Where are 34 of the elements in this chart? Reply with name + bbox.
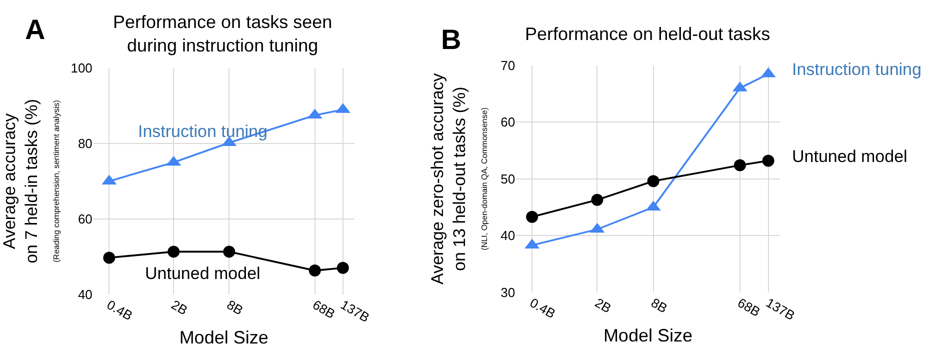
x-tick-label: 2B — [168, 297, 190, 318]
y-tick-label: 60 — [78, 211, 92, 226]
x-axis-title: Model Size — [179, 327, 268, 348]
x-tick-label: 68B — [310, 297, 338, 322]
y-tick-label: 40 — [500, 228, 516, 244]
y-tick-label: 50 — [500, 171, 516, 186]
x-tick-label: 68B — [735, 295, 763, 320]
y-axis-title: Average accuracy on 7 held-in tasks (%) (Reading comprehension, sentiment analysis) — [0, 99, 62, 264]
x-tick-label: 2B — [592, 295, 614, 316]
point — [591, 194, 604, 206]
x-tick-label: 0.4B — [527, 295, 558, 322]
y-tick-label: 80 — [78, 136, 92, 152]
point — [762, 154, 774, 167]
y-tick-label: 100 — [70, 60, 92, 76]
x-tick-label: 8B — [648, 295, 670, 316]
chart-title: Performance on held-out tasks — [525, 24, 770, 44]
point — [647, 175, 660, 188]
y-tick-label: 60 — [500, 114, 516, 130]
x-tick-label: 8B — [224, 297, 246, 318]
x-tick-label: 0.4B — [104, 297, 136, 324]
series-label: Instruction tuning — [792, 60, 922, 79]
y-axis-title: Average zero-shot accuracy on 13 held-out tasks (%) (NLI, Open-domain QA, Commonsense) — [428, 72, 490, 285]
text: B — [441, 24, 462, 55]
x-axis-title: Model Size — [603, 325, 692, 346]
series-label: Untuned model — [145, 264, 260, 283]
x-tick-label: 137B — [338, 297, 372, 326]
series-label: Untuned model — [792, 147, 908, 166]
series-label: Instruction tuning — [138, 122, 268, 141]
y-tick-label: 30 — [500, 284, 516, 300]
text: A — [25, 14, 46, 45]
y-tick-label: 70 — [500, 58, 516, 74]
x-tick-label: 137B — [764, 295, 798, 324]
chart-title: Performance on tasks seen during instruction tuning — [113, 12, 332, 56]
y-tick-label: 40 — [78, 286, 92, 302]
